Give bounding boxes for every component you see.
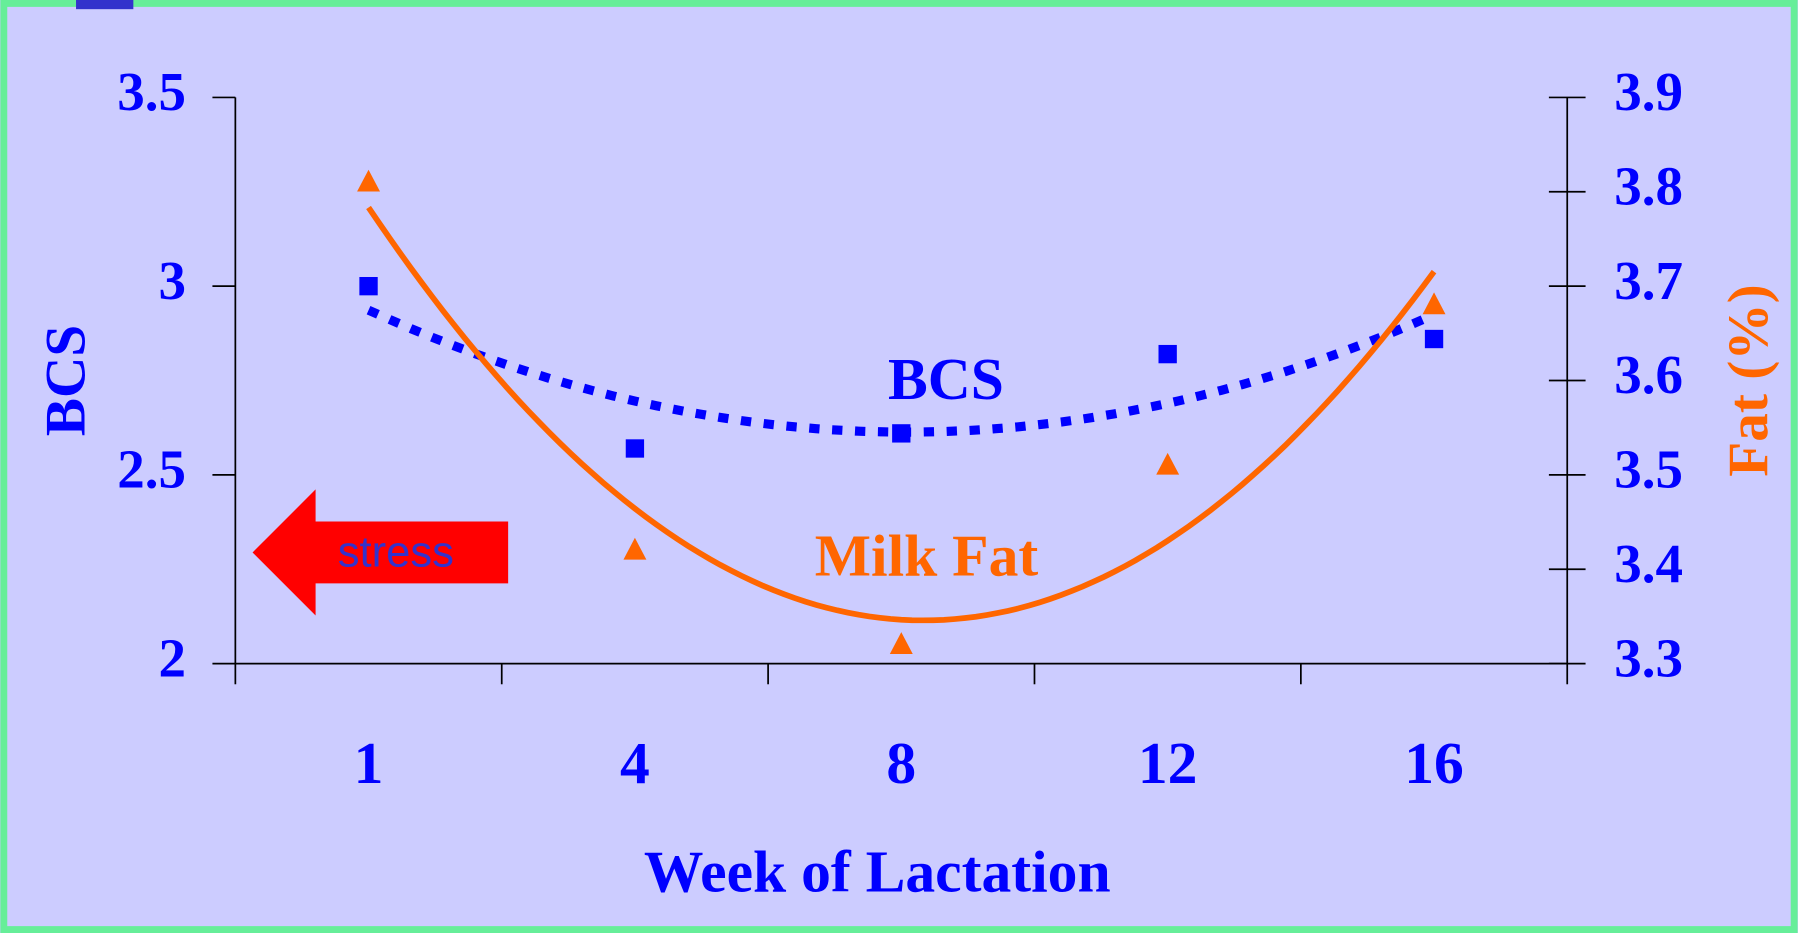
point xyxy=(623,537,647,560)
stress-arrow xyxy=(252,489,509,616)
decoration xyxy=(76,0,134,10)
y-tick-label: 2 xyxy=(159,627,187,688)
x-tick-label: 1 xyxy=(354,730,384,796)
point xyxy=(359,276,378,296)
x-axis-title: Week of Lactation xyxy=(644,839,1111,905)
x-tick-label: 8 xyxy=(886,730,916,796)
y2-axis-title: Fat (%) xyxy=(1717,284,1780,477)
y2-tick-label: 3.5 xyxy=(1614,439,1683,500)
y-tick-label: 3 xyxy=(159,250,187,311)
y2-tick-label: 3.3 xyxy=(1614,627,1683,688)
point xyxy=(1158,344,1177,364)
x-tick-label: 16 xyxy=(1404,730,1464,796)
y-tick-label: 3.5 xyxy=(117,61,186,122)
y2-tick-label: 3.6 xyxy=(1614,344,1683,405)
point xyxy=(357,169,381,192)
y2-tick-label: 3.4 xyxy=(1614,533,1683,594)
annotation: stress xyxy=(338,528,454,576)
trendline xyxy=(366,205,1437,624)
point xyxy=(625,439,645,458)
y2-tick-label: 3.9 xyxy=(1614,61,1683,122)
y-axis-title: BCS xyxy=(35,325,98,436)
y-tick-label: 2.5 xyxy=(117,439,186,500)
x-tick-label: 4 xyxy=(620,730,650,796)
y2-tick-label: 3.8 xyxy=(1614,155,1683,216)
point xyxy=(889,632,913,654)
y2-tick-label: 3.7 xyxy=(1614,250,1683,311)
x-tick-label: 12 xyxy=(1138,730,1198,796)
series-label: Milk Fat xyxy=(815,522,1039,588)
series-label: BCS xyxy=(888,346,1004,412)
point xyxy=(1422,292,1446,315)
point xyxy=(1424,329,1444,349)
point xyxy=(1156,452,1180,475)
point xyxy=(892,424,911,443)
